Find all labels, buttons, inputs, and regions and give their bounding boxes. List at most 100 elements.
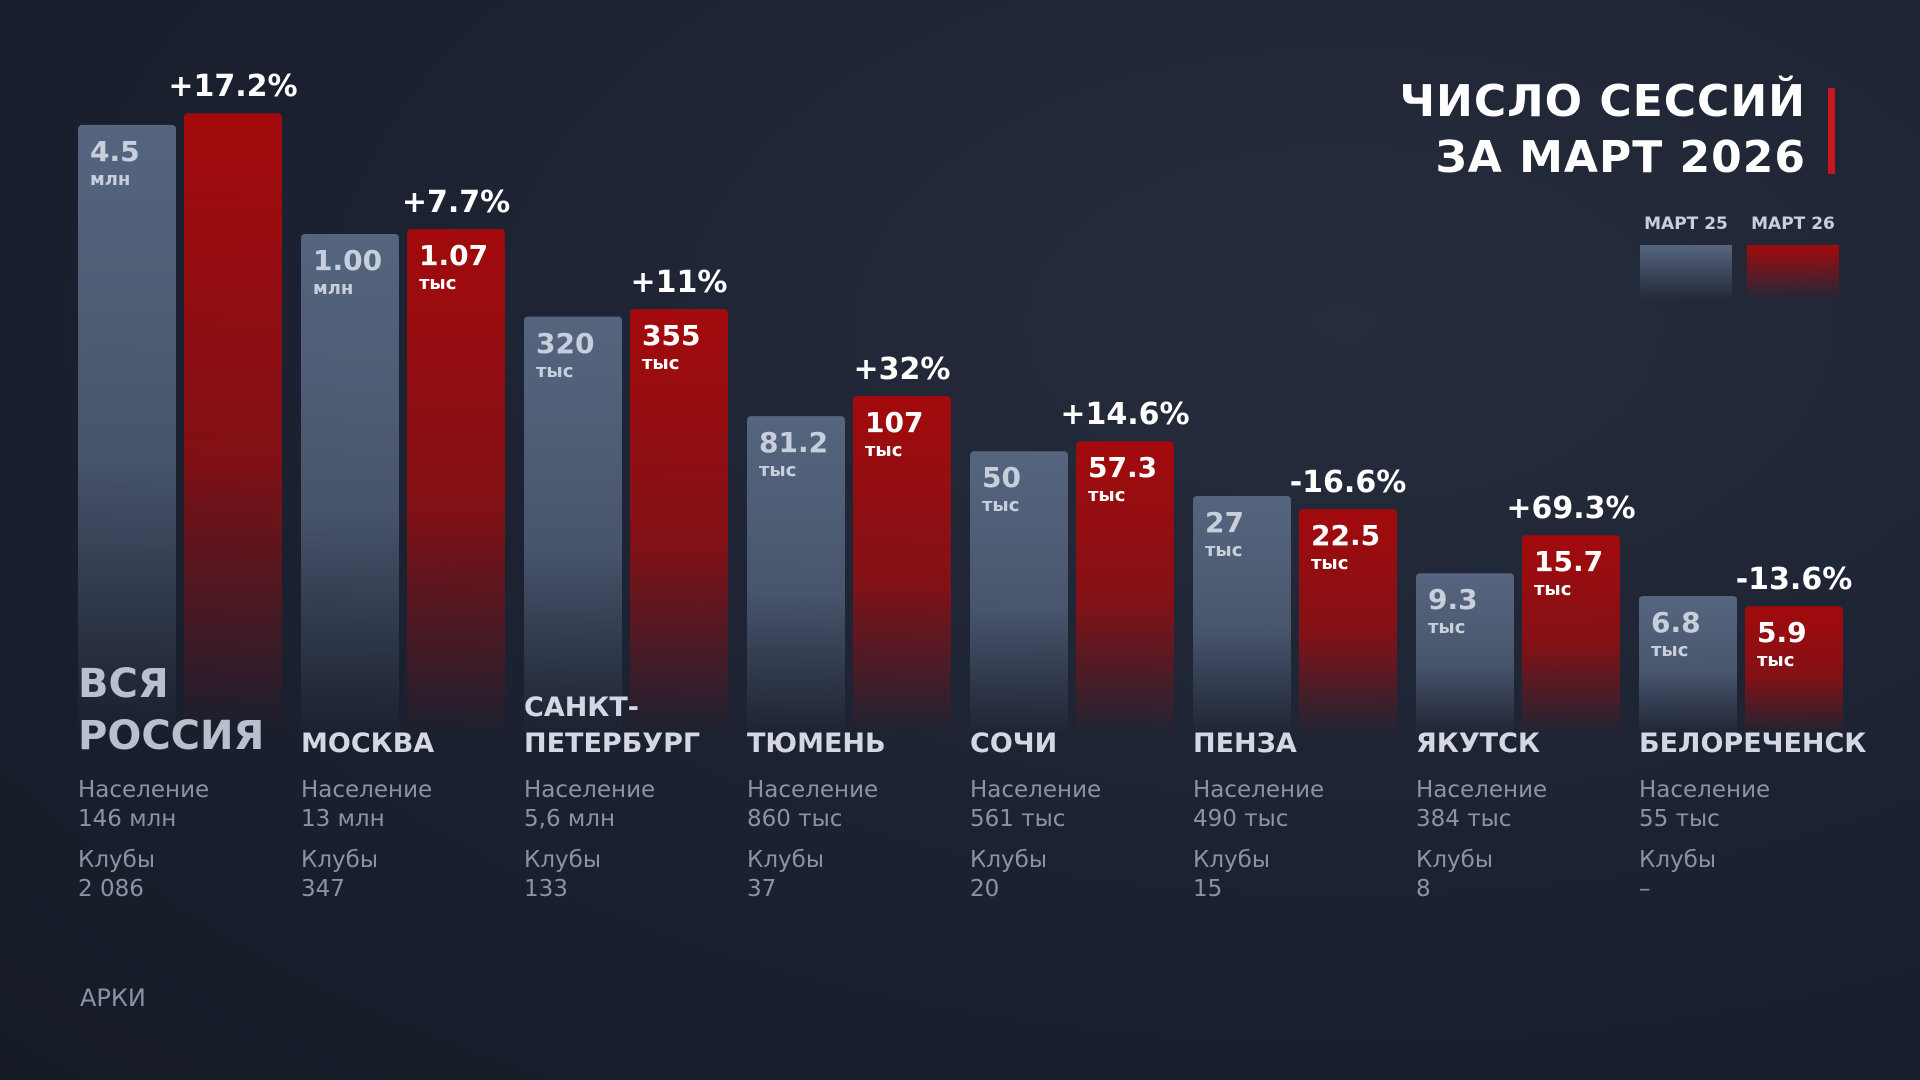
value-label: 27 <box>1205 505 1244 539</box>
category-label: СОЧИ <box>970 728 1058 759</box>
clubs-value: 347 <box>301 876 345 902</box>
bar <box>1745 606 1843 735</box>
bar <box>301 234 399 735</box>
value-label: 355 <box>642 319 701 353</box>
population-label: Население <box>970 777 1102 803</box>
value-unit: тыс <box>982 495 1020 517</box>
value-label: 1.07 <box>419 239 489 273</box>
legend-swatch <box>1747 245 1839 300</box>
bar <box>78 124 176 735</box>
population-label: Население <box>524 777 656 803</box>
value-unit: тыс <box>1311 553 1349 575</box>
category-label: ТЮМЕНЬ <box>747 728 886 759</box>
value-unit: тыс <box>536 360 574 382</box>
change-label: +7.7% <box>401 185 511 221</box>
population-value: 55 тыс <box>1639 806 1720 832</box>
population-value: 384 тыс <box>1416 806 1512 832</box>
bar <box>407 229 505 736</box>
clubs-value: 37 <box>747 876 777 902</box>
change-label: +11% <box>630 265 728 301</box>
bar <box>1416 573 1514 735</box>
legend-label: МАРТ 26 <box>1751 214 1835 234</box>
clubs-label: Клубы <box>747 847 824 873</box>
population-value: 490 тыс <box>1193 806 1289 832</box>
clubs-value: 15 <box>1193 876 1223 902</box>
bar <box>1522 535 1620 735</box>
population-value: 561 тыс <box>970 806 1066 832</box>
value-unit: тыс <box>1205 539 1243 561</box>
clubs-value: 20 <box>970 876 1000 902</box>
bar <box>1639 595 1737 735</box>
clubs-label: Клубы <box>970 847 1047 873</box>
value-label: 5.9 <box>1757 616 1807 650</box>
bar <box>1076 441 1174 735</box>
value-label: 4.5 <box>90 134 140 168</box>
population-label: Население <box>301 777 433 803</box>
clubs-label: Клубы <box>524 847 601 873</box>
value-label: 15.7 <box>1534 545 1604 579</box>
bar <box>184 113 282 736</box>
category-label: МОСКВА <box>301 728 435 759</box>
value-unit: тыс <box>642 353 680 375</box>
bar <box>853 396 951 735</box>
value-unit: тыс <box>1651 639 1689 661</box>
value-label: 1.00 <box>313 244 383 277</box>
clubs-label: Клубы <box>301 847 378 873</box>
title-line: ЧИСЛО СЕССИЙ <box>1399 76 1806 127</box>
value-label: 320 <box>536 326 595 360</box>
population-label: Население <box>1639 777 1771 803</box>
value-unit: млн <box>313 278 354 299</box>
population-value: 5,6 млн <box>524 806 615 832</box>
value-label: 107 <box>865 406 924 440</box>
value-unit: тыс <box>1534 579 1572 601</box>
legend-label: МАРТ 25 <box>1644 214 1728 234</box>
clubs-value: 2 086 <box>78 876 144 902</box>
category-label: ПЕНЗА <box>1193 728 1297 759</box>
value-unit: тыс <box>1428 617 1466 639</box>
category-label: ЯКУТСК <box>1416 728 1540 759</box>
value-unit: тыс <box>865 440 903 462</box>
clubs-label: Клубы <box>78 847 155 873</box>
bar <box>970 451 1068 735</box>
population-value: 13 млн <box>301 806 385 832</box>
change-label: +69.3% <box>1506 491 1636 527</box>
clubs-value: 133 <box>524 876 568 902</box>
value-label: 22.5 <box>1311 519 1381 553</box>
value-unit: тыс <box>1088 485 1126 507</box>
population-value: 146 млн <box>78 806 177 832</box>
clubs-value: – <box>1639 876 1651 902</box>
bar <box>747 416 845 735</box>
footer: АРКИ <box>80 984 146 1012</box>
change-label: -13.6% <box>1735 562 1853 598</box>
legend-swatch <box>1640 245 1732 300</box>
value-unit: тыс <box>759 460 797 482</box>
population-label: Население <box>1416 777 1548 803</box>
category-label: БЕЛОРЕЧЕНСК <box>1639 728 1867 759</box>
clubs-label: Клубы <box>1639 847 1716 873</box>
title-accent <box>1828 88 1835 174</box>
value-label: 6.8 <box>1651 605 1701 639</box>
population-label: Население <box>78 777 210 803</box>
value-label: 50 <box>982 461 1021 495</box>
change-label: -16.6% <box>1289 465 1407 501</box>
population-value: 860 тыс <box>747 806 843 832</box>
value-unit: тыс <box>1757 650 1795 672</box>
change-label: +14.6% <box>1060 397 1190 433</box>
change-label: +32% <box>853 352 951 388</box>
bar <box>1193 495 1291 735</box>
clubs-value: 8 <box>1416 876 1431 902</box>
category-label: САНКТ-ПЕТЕРБУРГ <box>524 692 701 759</box>
value-unit: тыс <box>419 273 457 295</box>
value-label: 81.2 <box>759 426 829 460</box>
bar <box>630 309 728 735</box>
bar <box>524 316 622 735</box>
value-label: 57.3 <box>1088 451 1158 485</box>
change-label: +17.2% <box>168 69 298 105</box>
population-label: Население <box>747 777 879 803</box>
clubs-label: Клубы <box>1416 847 1493 873</box>
population-label: Население <box>1193 777 1325 803</box>
category-label: ВСЯ РОССИЯ <box>78 661 265 759</box>
chart-title: ЧИСЛО СЕССИЙ ЗА МАРТ 2026 <box>1399 74 1806 186</box>
